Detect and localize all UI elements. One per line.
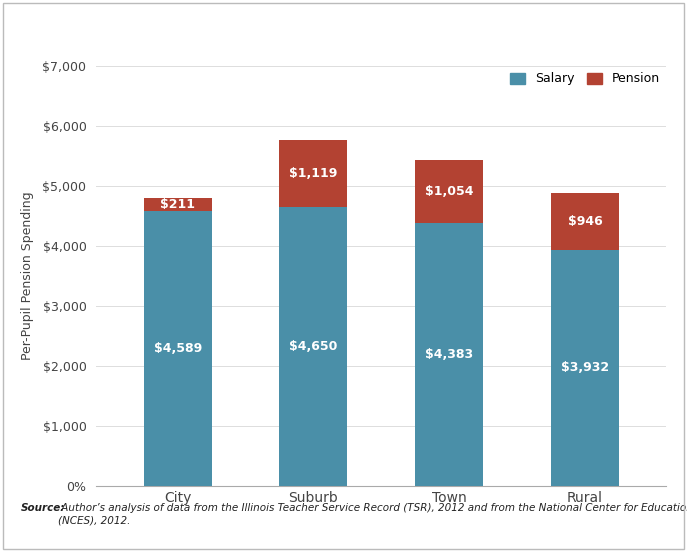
Text: $4,589: $4,589 [153,342,202,355]
Bar [551,193,619,250]
Legend: Salary, Pension: Salary, Pension [510,72,660,86]
Bar [280,140,348,207]
Text: $1,119: $1,119 [289,167,337,180]
Text: $3,932: $3,932 [561,362,609,374]
Bar [280,207,348,486]
Bar [415,160,483,223]
Text: $211: $211 [160,198,195,211]
Text: $4,650: $4,650 [289,340,337,353]
Text: $946: $946 [567,215,602,229]
Bar [144,198,212,211]
Bar [415,223,483,486]
Text: Figure 14: Figure 14 [17,20,100,35]
Text: Author’s analysis of data from the Illinois Teacher Service Record (TSR), 2012 a: Author’s analysis of data from the Illin… [58,503,687,525]
Text: $1,054: $1,054 [425,185,473,198]
Text: Source:: Source: [21,503,65,513]
Text: Statewide Salary and Pension Spending by District Urbanicity: Statewide Salary and Pension Spending by… [86,20,581,35]
Bar [551,250,619,486]
Y-axis label: Per-Pupil Pension Spending: Per-Pupil Pension Spending [21,192,34,360]
Bar [144,211,212,486]
Text: $4,383: $4,383 [425,348,473,361]
